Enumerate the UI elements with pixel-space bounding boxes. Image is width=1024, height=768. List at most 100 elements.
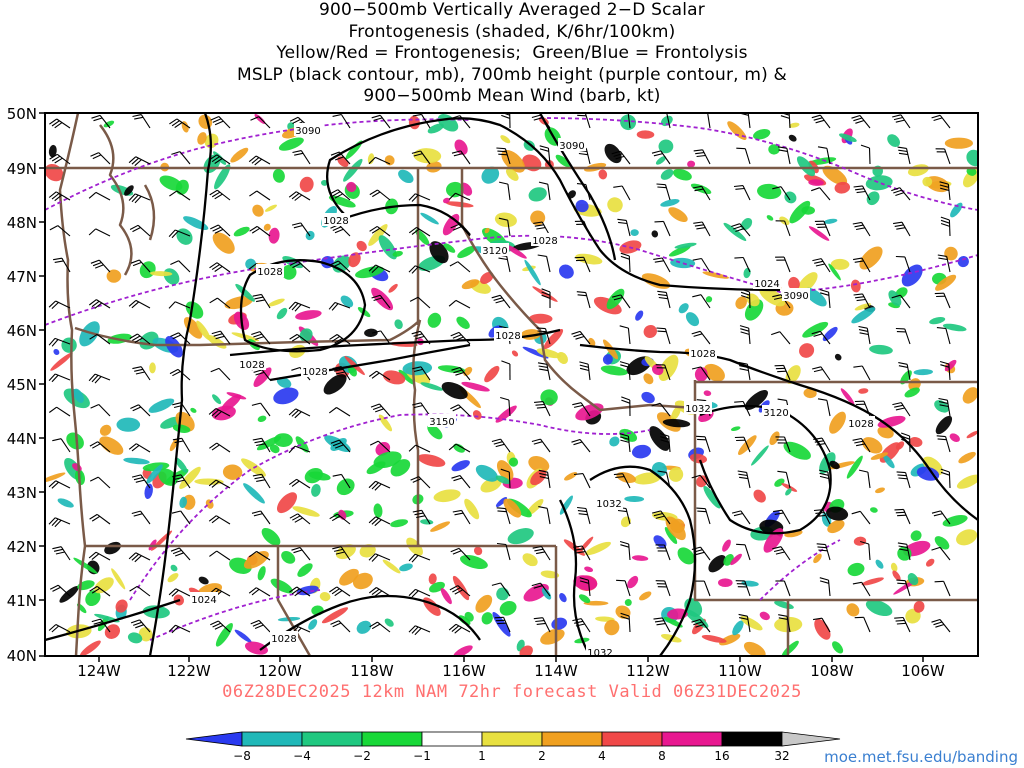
wind-barb [171, 510, 191, 525]
wind-barb [209, 189, 231, 201]
shading-blob [823, 218, 838, 224]
shading-blob [674, 242, 697, 249]
shading-blob [378, 414, 393, 432]
shading-blob [475, 464, 498, 482]
shading-blob [253, 367, 272, 387]
wind-barb [891, 294, 911, 309]
height-label: 3120 [763, 408, 788, 419]
shading-blob [373, 503, 383, 518]
shading-blob [555, 154, 571, 168]
shading-blob [175, 179, 189, 195]
wind-barb [498, 181, 511, 201]
wind-barb [251, 331, 271, 345]
lon-label: 116W [442, 662, 486, 680]
shading-blob [328, 195, 356, 208]
wind-barb [655, 544, 671, 561]
wind-barb [696, 507, 711, 525]
wind-barb [939, 360, 951, 381]
wind-barb [48, 191, 71, 202]
shading-blob [832, 641, 844, 654]
wind-barb [209, 550, 231, 561]
wind-barb [651, 510, 671, 525]
mslp-contours [45, 113, 978, 656]
shading-blob [115, 599, 128, 613]
wind-barb [408, 226, 431, 237]
wind-barb [369, 440, 391, 453]
wind-barb [811, 330, 831, 345]
shading-blob [799, 343, 815, 358]
wind-barb [91, 114, 111, 129]
shading-blob [388, 283, 398, 293]
shading-blob [813, 553, 822, 564]
shading-blob [224, 296, 253, 310]
wind-barb [498, 217, 511, 237]
shading-blob [150, 271, 173, 277]
colorbar-segment [541, 731, 603, 747]
shading-blob [827, 519, 845, 534]
shading-blob [865, 599, 893, 617]
shading-blob [759, 611, 770, 621]
wind-barb [811, 114, 831, 129]
wind-barb [491, 438, 511, 453]
shading-blob [268, 298, 285, 307]
shading-blob [875, 487, 885, 494]
wind-barb [731, 510, 751, 525]
lat-label: 49N [7, 160, 37, 178]
wind-barb [666, 113, 671, 129]
wind-barb [894, 508, 911, 525]
wind-barb [209, 442, 231, 453]
shading-blob [519, 645, 533, 656]
shading-blob [528, 187, 547, 202]
wind-barb [368, 156, 391, 165]
shading-blob [433, 489, 461, 503]
lon-label: 114W [534, 662, 578, 680]
shading-blob [664, 526, 678, 545]
shading-blob [190, 407, 197, 413]
wind-barb [696, 435, 711, 453]
wind-barb [128, 299, 151, 309]
shading-blob [890, 562, 898, 572]
shading-blob [437, 114, 459, 132]
wind-barb [935, 148, 951, 165]
wind-barb [860, 144, 871, 165]
shading-blob [45, 472, 66, 483]
wind-barb [895, 327, 911, 345]
shading-blob [103, 120, 115, 128]
shading-blob [609, 436, 620, 447]
shading-blob [584, 566, 594, 573]
wind-barb [49, 225, 71, 237]
shading-blob [785, 488, 792, 496]
wind-barb [90, 403, 111, 417]
wind-barb [616, 579, 631, 597]
wind-barb [88, 299, 111, 309]
shading-blob [50, 352, 73, 371]
shading-blob [321, 607, 349, 624]
shading-blob [678, 303, 689, 314]
shading-blob [828, 263, 841, 281]
colorbar-segment [661, 731, 723, 747]
shading-blob [796, 156, 816, 177]
shading-blob [148, 398, 175, 413]
shading-blob [73, 557, 98, 574]
wind-barb [656, 183, 671, 201]
wind-barb [251, 510, 271, 525]
wind-barb [288, 408, 311, 419]
colorbar-segment [361, 731, 423, 747]
shading-blob [598, 169, 608, 180]
shading-blob [57, 498, 74, 508]
wind-barb [412, 402, 431, 417]
shading-blob [111, 568, 126, 590]
latitude-axis: 50N 49N 48N 47N 46N 45N 44N 43N 42N 41N … [7, 105, 45, 665]
mslp-label: 1032 [596, 499, 621, 510]
shading-blob [643, 373, 654, 385]
shading-blob [658, 354, 679, 381]
wind-barb [89, 513, 111, 525]
wind-barb [813, 509, 831, 525]
shading-blob [797, 272, 818, 294]
shading-blob [528, 313, 553, 324]
shading-blob [441, 381, 468, 400]
shading-blob [336, 478, 355, 496]
wind-barb [939, 181, 951, 201]
wind-barb [891, 187, 911, 201]
wind-barb [691, 330, 711, 345]
